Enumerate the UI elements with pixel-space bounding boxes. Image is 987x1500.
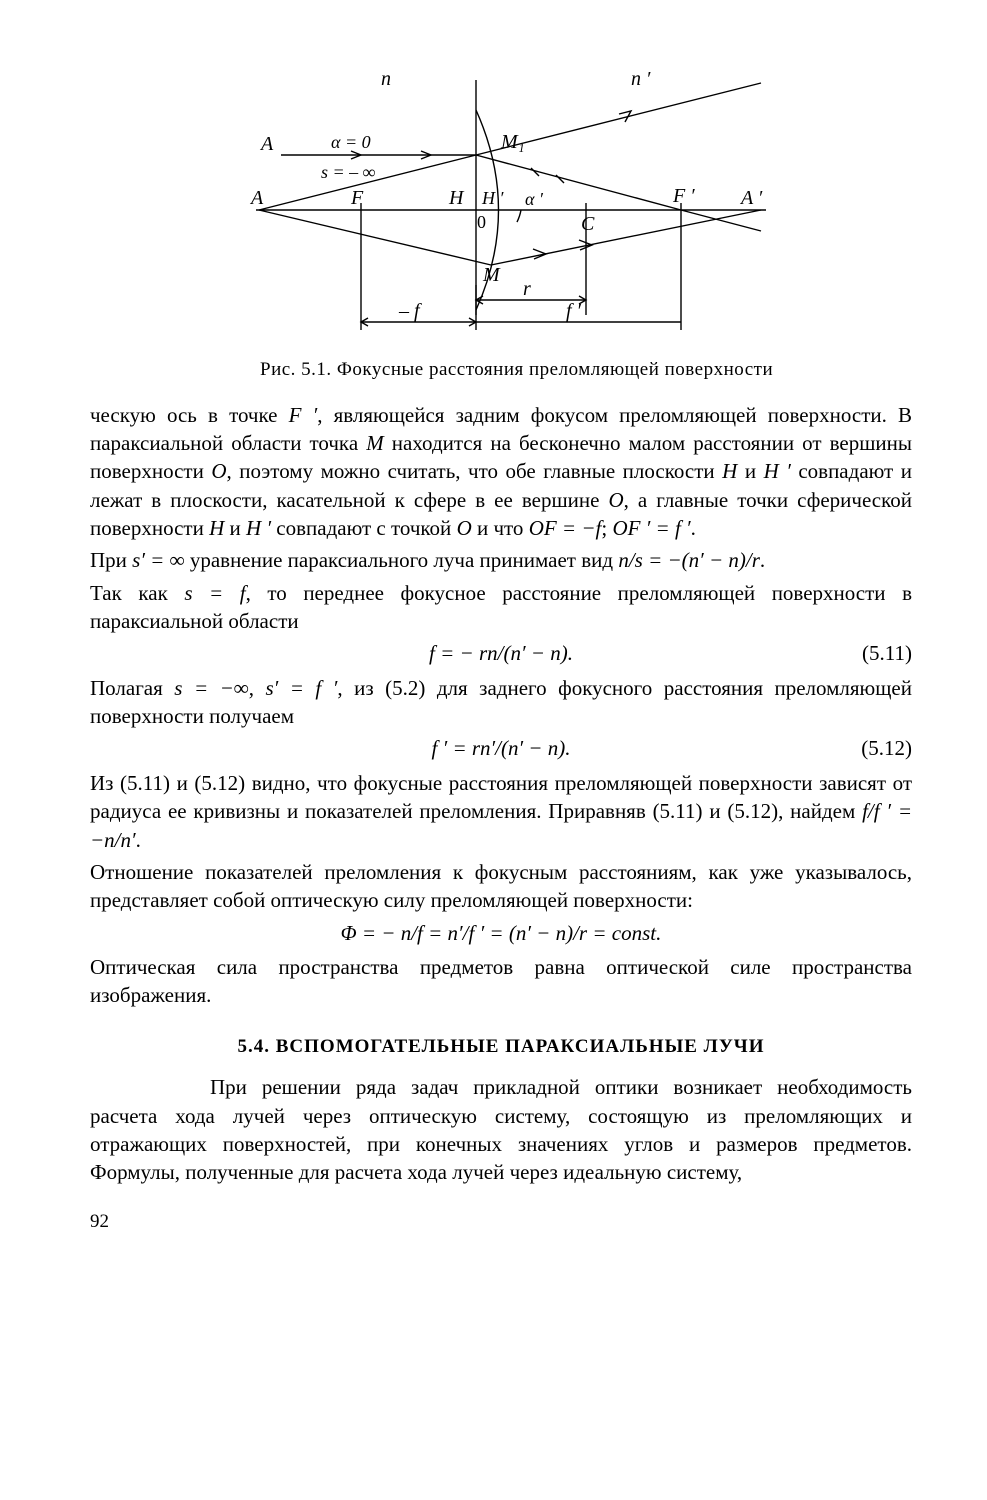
para-6: Отношение показателей преломления к фоку… bbox=[90, 858, 912, 915]
para-1: ческую ось в точке F ′, являющейся задни… bbox=[90, 401, 912, 543]
t: H ′ bbox=[764, 459, 791, 483]
t: M bbox=[366, 431, 384, 455]
t: совпадают с точкой bbox=[271, 516, 457, 540]
label-M1: M₁ bbox=[500, 131, 525, 153]
label-H-prime: H ′ bbox=[481, 188, 504, 208]
t: При bbox=[90, 548, 132, 572]
eq-num: (5.11) bbox=[862, 639, 912, 667]
t: s = −∞ bbox=[174, 676, 248, 700]
figure-5-1: n n ′ α = 0 s = – ∞ A A F H H ′ M₁ 0 α ′… bbox=[90, 60, 912, 350]
label-C: C bbox=[581, 213, 595, 235]
equation-phi: Φ = − n/f = n′/f ′ = (n′ − n)/r = const. bbox=[90, 919, 912, 947]
t: O bbox=[608, 488, 623, 512]
para-4: Полагая s = −∞, s′ = f ′, из (5.2) для з… bbox=[90, 674, 912, 731]
t: F ′ bbox=[289, 403, 318, 427]
t: s′ = ∞ bbox=[132, 548, 184, 572]
t: Полагая bbox=[90, 676, 174, 700]
section-heading-5-4: 5.4. ВСПОМОГАТЕЛЬНЫЕ ПАРАКСИАЛЬНЫЕ ЛУЧИ bbox=[90, 1034, 912, 1060]
t: и что bbox=[472, 516, 529, 540]
t: и bbox=[224, 516, 246, 540]
t: s′ = f ′ bbox=[266, 676, 338, 700]
label-O: 0 bbox=[477, 212, 486, 232]
label-r: r bbox=[523, 278, 531, 300]
eq-num: (5.12) bbox=[861, 734, 912, 762]
t: . bbox=[691, 516, 696, 540]
t: , поэтому можно считать, что обе главные… bbox=[227, 459, 723, 483]
t: O bbox=[211, 459, 226, 483]
t: уравнение параксиального луча принимает … bbox=[185, 548, 619, 572]
t: OF ′ = f ′ bbox=[612, 516, 690, 540]
section-para-1: При решении ряда задач прикладной оптики… bbox=[90, 1073, 912, 1186]
figure-caption: Рис. 5.1. Фокусные расстояния преломляющ… bbox=[260, 358, 780, 383]
t: H ′ bbox=[246, 516, 271, 540]
t: , bbox=[249, 676, 266, 700]
t: OF = −f bbox=[529, 516, 602, 540]
para-7: Оптическая сила пространства предметов р… bbox=[90, 953, 912, 1010]
label-minus-f: – f bbox=[398, 300, 422, 322]
label-n: n bbox=[381, 68, 391, 90]
t: . bbox=[760, 548, 765, 572]
label-F: F bbox=[350, 187, 364, 209]
label-F-prime: F ′ bbox=[672, 185, 695, 207]
t: H bbox=[722, 459, 737, 483]
t: s = f bbox=[184, 581, 245, 605]
t: ; bbox=[601, 516, 612, 540]
equation-5-12: f ′ = rn′/(n′ − n). (5.12) bbox=[90, 734, 912, 762]
label-n-prime: n ′ bbox=[631, 68, 651, 90]
label-A-left: A bbox=[249, 187, 264, 209]
label-A-top: A bbox=[259, 133, 274, 155]
t: . bbox=[136, 828, 141, 852]
t: H bbox=[209, 516, 224, 540]
label-A-prime: A ′ bbox=[739, 187, 763, 209]
para-5: Из (5.11) и (5.12) видно, что фокусные р… bbox=[90, 769, 912, 854]
para-2: При s′ = ∞ уравнение параксиального луча… bbox=[90, 546, 912, 574]
label-H: H bbox=[448, 187, 465, 209]
para-3: Так как s = f, то переднее фокусное расс… bbox=[90, 579, 912, 636]
eq-text: f = − rn/(n′ − n). bbox=[429, 639, 573, 667]
page-number: 92 bbox=[90, 1209, 912, 1235]
label-f-prime: f ′ bbox=[566, 300, 582, 322]
equation-5-11: f = − rn/(n′ − n). (5.11) bbox=[90, 639, 912, 667]
t: и bbox=[737, 459, 763, 483]
figure-svg: n n ′ α = 0 s = – ∞ A A F H H ′ M₁ 0 α ′… bbox=[221, 60, 781, 350]
t: ческую ось в точке bbox=[90, 403, 289, 427]
t: Так как bbox=[90, 581, 184, 605]
t: n/s = −(n′ − n)/r bbox=[618, 548, 760, 572]
label-M: M bbox=[482, 264, 501, 286]
t: O bbox=[457, 516, 472, 540]
label-alpha-zero: α = 0 bbox=[331, 132, 371, 152]
label-alpha-prime: α ′ bbox=[525, 189, 544, 209]
t: Из (5.11) и (5.12) видно, что фокусные р… bbox=[90, 771, 912, 823]
eq-text: f ′ = rn′/(n′ − n). bbox=[432, 734, 571, 762]
label-s-neg-inf: s = – ∞ bbox=[321, 162, 375, 182]
